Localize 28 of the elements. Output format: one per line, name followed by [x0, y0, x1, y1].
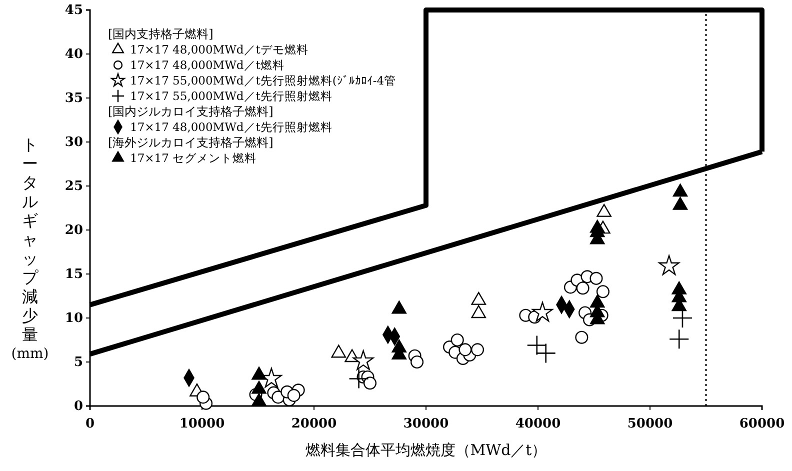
y-tick-label: 45 [64, 3, 83, 18]
legend-label: 17×17 55,000MWd／t先行照射燃料 [130, 89, 332, 103]
y-tick-label: 40 [64, 47, 83, 62]
x-tick-label: 50000 [627, 416, 673, 432]
text: トータルギャップ減少量 (mm) [11, 135, 49, 362]
y-tick-label: 10 [64, 311, 83, 326]
x-tick-label: 20000 [291, 416, 337, 432]
legend-label: 17×17 48,000MWd／tデモ燃料 [130, 42, 308, 56]
y-tick-label: 30 [64, 135, 83, 150]
y-tick-label: 15 [64, 267, 83, 282]
x-tick-label: 40000 [515, 416, 561, 432]
annotation: [海外ジルカロイ支持格子燃料] [108, 136, 274, 150]
y-tick-label: 0 [74, 399, 83, 414]
x-tick-label: 0 [85, 416, 95, 432]
y-tick-label: 35 [64, 91, 83, 106]
annotation: [国内支持格子燃料] [108, 27, 214, 41]
y-tick-label: 20 [64, 223, 83, 238]
x-tick-label: 10000 [179, 416, 225, 432]
y-tick-label: 5 [74, 355, 83, 370]
x-tick-label: 30000 [403, 416, 449, 432]
legend-label: 17×17 セグメント燃料 [130, 151, 257, 165]
x-axis-title: 燃料集合体平均燃焼度（MWd／t） [305, 441, 547, 459]
annotation: [国内ジルカロイ支持格子燃料] [108, 104, 274, 118]
legend-label: 17×17 48,000MWd／t燃料 [130, 58, 284, 72]
x-tick-label: 60000 [739, 416, 785, 432]
y-tick-label: 25 [64, 179, 83, 194]
legend-label: 17×17 48,000MWd／t先行照射燃料 [130, 120, 332, 134]
legend-label: 17×17 55,000MWd／t先行照射燃料(ｼﾞﾙｶﾛｲ-4管 [130, 74, 396, 88]
